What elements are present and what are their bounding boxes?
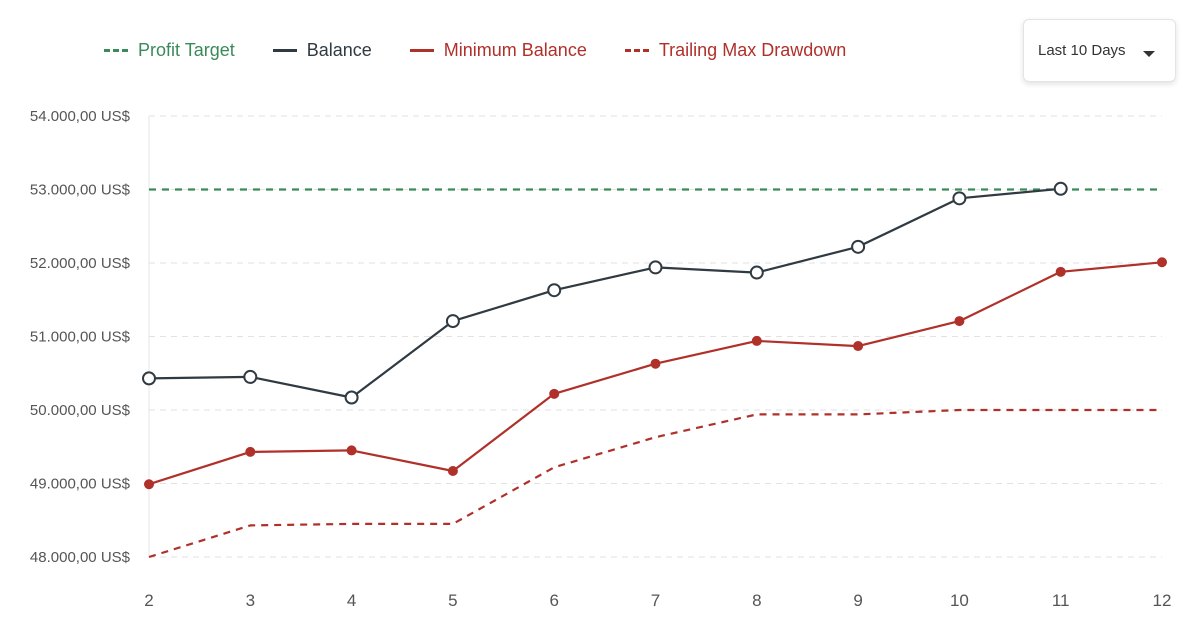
date-range-dropdown[interactable]: Last 10 Days [1023,19,1176,82]
point-balance [547,283,562,298]
x-tick-label: 4 [347,591,356,610]
series-line-balance [148,187,1061,399]
point-balance [952,191,967,206]
x-tick-label: 8 [752,591,761,610]
caret-down-icon [1143,51,1155,57]
point-minimum-balance [954,316,965,327]
legend-item-minimum-balance[interactable]: Minimum Balance [409,40,587,61]
point-minimum-balance [346,445,357,456]
legend-item-trailing-max-drawdown[interactable]: Trailing Max Drawdown [624,40,847,61]
x-tick-label: 12 [1153,591,1172,610]
legend-item-balance[interactable]: Balance [272,40,372,61]
y-tick-label: 54.000,00 US$ [30,108,131,125]
point-balance [243,369,258,384]
point-minimum-balance [245,446,256,457]
x-tick-label: 7 [651,591,660,610]
point-minimum-balance [144,479,154,490]
y-tick-label: 53.000,00 US$ [30,182,131,199]
legend-swatch-profit-target [104,49,128,52]
point-balance [344,390,359,405]
point-balance [749,265,764,280]
legend-swatch-balance [272,49,297,52]
y-tick-label: 48.000,00 US$ [30,549,131,566]
x-tick-label: 9 [853,591,862,610]
series-line-minimum-balance [148,261,1163,486]
legend-label-balance: Balance [306,40,372,60]
y-tick-label: 51.000,00 US$ [30,329,131,346]
point-balance [851,239,866,254]
legend-swatch-minimum-balance [409,49,434,52]
point-minimum-balance [650,358,661,369]
date-range-value: Last 10 Days [1038,42,1126,59]
y-tick-label: 52.000,00 US$ [30,255,131,272]
point-balance [648,260,663,275]
y-tick-label: 49.000,00 US$ [30,476,131,493]
x-tick-label: 6 [549,591,558,610]
legend-swatch-trailing-max-drawdown [624,49,649,52]
point-minimum-balance [447,466,458,477]
point-balance [142,371,156,386]
point-balance [1053,181,1068,196]
point-minimum-balance [549,388,560,399]
point-balance [445,314,460,329]
legend-label-trailing-max-drawdown: Trailing Max Drawdown [658,40,847,60]
x-tick-label: 2 [144,591,153,610]
x-tick-label: 11 [1052,591,1070,610]
legend-item-profit-target[interactable]: Profit Target [104,40,235,61]
chart-legend: Profit Target Balance Minimum Balance Tr… [104,40,846,61]
x-tick-label: 3 [246,591,255,610]
point-minimum-balance [751,335,762,346]
point-minimum-balance [1055,266,1066,277]
legend-label-profit-target: Profit Target [138,40,235,60]
legend-label-minimum-balance: Minimum Balance [443,40,587,60]
y-tick-label: 50.000,00 US$ [30,402,131,419]
series-line-trailing-max-drawdown [148,408,1162,559]
point-minimum-balance [853,341,864,352]
x-tick-label: 10 [950,591,969,610]
point-minimum-balance [1157,257,1167,268]
x-tick-label: 5 [448,591,457,610]
